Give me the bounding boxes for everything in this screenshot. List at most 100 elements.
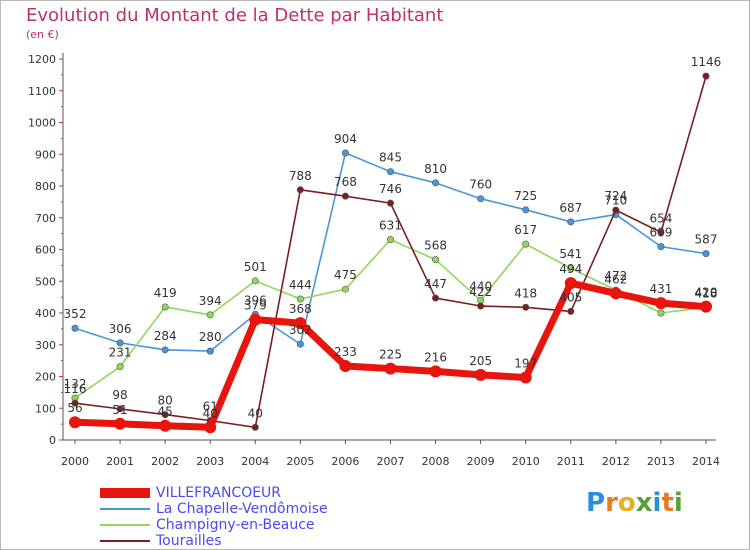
data-point-tourailles — [71, 399, 79, 407]
data-point-villefrancoeur — [69, 416, 81, 429]
data-point-la-chapelle-vendomoise — [702, 250, 710, 258]
data-point-villefrancoeur — [654, 297, 667, 310]
series-line-tourailles — [74, 75, 707, 429]
data-point-la-chapelle-vendomoise — [432, 179, 440, 187]
data-label-la-chapelle-vendomoise: 687 — [559, 201, 582, 215]
data-label-champigny-en-beauce: 132 — [64, 377, 87, 391]
data-label-tourailles: 405 — [559, 290, 582, 304]
data-label-tourailles: 447 — [424, 277, 447, 291]
x-tick-label: 2002 — [151, 455, 179, 468]
data-label-la-chapelle-vendomoise: 810 — [424, 162, 447, 176]
data-point-villefrancoeur — [339, 360, 352, 373]
legend-label: La Chapelle-Vendômoise — [156, 501, 328, 517]
data-label-villefrancoeur: 205 — [469, 354, 492, 368]
data-label-la-chapelle-vendomoise: 280 — [199, 330, 222, 344]
legend-item-tourailles[interactable]: Tourailles — [100, 534, 400, 550]
data-point-champigny-en-beauce — [432, 256, 440, 264]
x-tick-label: 2004 — [241, 455, 269, 468]
x-tick-label: 2013 — [647, 455, 675, 468]
chart-title: Evolution du Montant de la Dette par Hab… — [26, 5, 444, 26]
data-point-la-chapelle-vendomoise — [116, 339, 124, 347]
y-tick-label: 1100 — [28, 85, 56, 98]
data-label-la-chapelle-vendomoise: 710 — [604, 194, 627, 208]
x-tick-label: 2003 — [196, 455, 224, 468]
data-label-champigny-en-beauce: 501 — [244, 260, 267, 274]
legend-label: Tourailles — [156, 533, 222, 549]
data-point-tourailles — [341, 192, 349, 200]
x-tick-label: 2009 — [467, 455, 495, 468]
data-point-champigny-en-beauce — [161, 303, 169, 311]
data-label-tourailles: 80 — [158, 394, 173, 408]
data-label-la-chapelle-vendomoise: 609 — [649, 226, 672, 240]
y-tick-label: 1200 — [28, 53, 56, 66]
data-point-villefrancoeur — [114, 417, 127, 430]
data-label-la-chapelle-vendomoise: 904 — [334, 132, 357, 146]
y-tick-label: 1000 — [28, 117, 56, 130]
data-point-la-chapelle-vendomoise — [657, 243, 665, 251]
data-label-la-chapelle-vendomoise: 760 — [469, 178, 492, 192]
data-point-la-chapelle-vendomoise — [161, 346, 169, 354]
data-point-tourailles — [296, 186, 304, 194]
data-label-tourailles: 1146 — [691, 55, 722, 69]
legend-item-la-chapelle-vendomoise[interactable]: La Chapelle-Vendômoise — [100, 502, 400, 518]
data-label-villefrancoeur: 216 — [424, 350, 447, 364]
x-tick-label: 2010 — [512, 455, 540, 468]
data-point-la-chapelle-vendomoise — [477, 195, 485, 203]
x-tick-label: 2011 — [557, 455, 585, 468]
y-tick-label: 300 — [35, 339, 56, 352]
data-label-tourailles: 418 — [514, 286, 537, 300]
x-tick-label: 2005 — [286, 455, 314, 468]
data-point-villefrancoeur — [159, 419, 172, 432]
legend-swatch — [100, 508, 150, 510]
data-label-la-chapelle-vendomoise: 352 — [64, 307, 87, 321]
y-tick-label: 0 — [49, 434, 56, 447]
logo-letter: x — [635, 488, 653, 518]
data-point-la-chapelle-vendomoise — [522, 206, 530, 214]
data-label-villefrancoeur: 420 — [695, 286, 718, 300]
data-point-villefrancoeur — [474, 368, 487, 381]
data-label-villefrancoeur: 431 — [649, 282, 672, 296]
data-label-la-chapelle-vendomoise: 587 — [695, 233, 718, 247]
legend-swatch — [100, 524, 150, 526]
data-point-villefrancoeur — [564, 277, 577, 290]
data-point-la-chapelle-vendomoise — [71, 324, 79, 332]
data-label-villefrancoeur: 197 — [514, 356, 537, 370]
data-point-villefrancoeur — [384, 362, 397, 375]
data-label-tourailles: 788 — [289, 169, 312, 183]
data-point-champigny-en-beauce — [567, 264, 575, 272]
data-label-tourailles: 40 — [248, 406, 263, 420]
data-point-tourailles — [116, 405, 124, 413]
data-label-tourailles: 768 — [334, 175, 357, 189]
y-tick-label: 600 — [35, 244, 56, 257]
data-point-tourailles — [522, 303, 530, 311]
data-label-champigny-en-beauce: 444 — [289, 278, 312, 292]
x-tick-label: 2014 — [692, 455, 720, 468]
data-label-la-chapelle-vendomoise: 306 — [109, 322, 132, 336]
data-point-champigny-en-beauce — [251, 277, 259, 285]
data-label-tourailles: 98 — [112, 388, 127, 402]
logo-letter: i — [652, 488, 662, 518]
legend-swatch — [100, 488, 150, 498]
data-label-champigny-en-beauce: 231 — [109, 346, 132, 360]
y-tick-label: 100 — [35, 402, 56, 415]
data-label-tourailles: 746 — [379, 182, 402, 196]
data-label-champigny-en-beauce: 475 — [334, 268, 357, 282]
data-label-villefrancoeur: 368 — [289, 302, 312, 316]
data-label-la-chapelle-vendomoise: 302 — [289, 323, 312, 337]
data-label-villefrancoeur: 225 — [379, 348, 402, 362]
data-label-la-chapelle-vendomoise: 396 — [244, 293, 267, 307]
x-tick-label: 2012 — [602, 455, 630, 468]
data-label-champigny-en-beauce: 394 — [199, 294, 222, 308]
data-point-la-chapelle-vendomoise — [296, 340, 304, 348]
legend-item-champigny-en-beauce[interactable]: Champigny-en-Beauce — [100, 518, 400, 534]
legend-item-villefrancoeur[interactable]: VILLEFRANCOEUR — [100, 486, 400, 502]
data-point-tourailles — [161, 411, 169, 419]
data-label-villefrancoeur: 462 — [604, 272, 627, 286]
data-label-champigny-en-beauce: 617 — [514, 223, 537, 237]
data-point-tourailles — [612, 206, 620, 214]
chart-unit: (en €) — [26, 28, 59, 41]
data-point-villefrancoeur — [204, 421, 217, 434]
data-label-tourailles: 61 — [203, 400, 218, 414]
